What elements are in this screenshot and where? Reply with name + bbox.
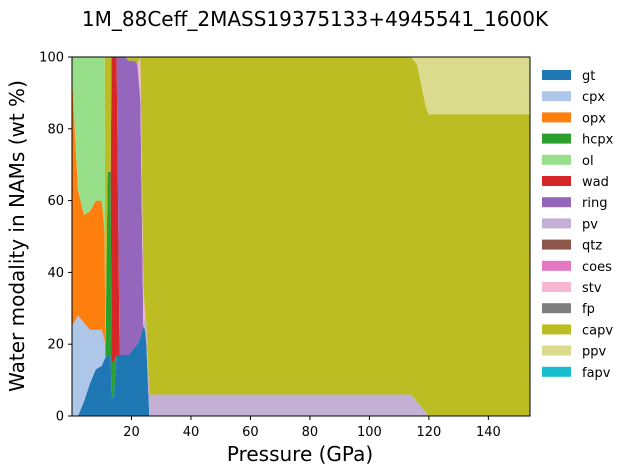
legend-label: ring [582,196,607,211]
area-ring [72,57,530,416]
legend-label: gt [582,69,595,84]
x-tick-label: 100 [357,425,382,440]
legend-swatch [542,176,571,186]
x-tick-label: 40 [183,425,200,440]
y-tick-label: 0 [56,410,64,425]
legend-entry-ol: ol [542,154,594,169]
legend-entry-ring: ring [542,196,607,211]
legend-swatch [542,324,571,335]
x-tick-label: 120 [416,425,441,440]
area-layers [72,57,530,416]
legend: gt cpx opx hcpx ol wad ring pv qtz coes stv fp capv p… [542,69,614,381]
x-tick-label: 20 [123,425,140,440]
x-tick-label: 60 [242,425,259,440]
legend-entry-wad: wad [542,175,609,190]
legend-entry-ppv: ppv [542,345,607,360]
legend-swatch [542,282,571,292]
legend-label: ol [582,154,594,169]
x-axis-ticks: 20 40 60 80 100 120 140 [123,416,501,440]
area-gt [72,326,530,416]
legend-entry-pv: pv [542,217,598,232]
legend-entry-opx: opx [542,111,606,126]
legend-swatch [542,239,571,250]
legend-label: pv [582,217,598,232]
legend-swatch [542,154,571,165]
legend-label: ppv [582,345,607,360]
legend-entry-coes: coes [542,260,612,275]
legend-label: hcpx [582,133,614,148]
legend-label: qtz [582,239,602,254]
legend-label: opx [582,111,606,126]
y-tick-label: 20 [47,338,64,353]
legend-entry-fapv: fapv [542,366,611,381]
legend-label: capv [582,323,613,338]
y-tick-label: 40 [47,266,64,281]
y-tick-label: 80 [47,122,64,137]
legend-label: fp [582,302,595,317]
legend-label: wad [582,175,609,190]
y-tick-label: 100 [39,51,64,66]
legend-swatch [542,197,571,208]
legend-entry-gt: gt [542,69,595,84]
legend-swatch [542,345,571,356]
x-axis-title: Pressure (GPa) [227,442,373,466]
legend-label: coes [582,260,612,275]
legend-entry-cpx: cpx [542,90,605,105]
legend-swatch [542,218,571,229]
legend-swatch [542,133,571,144]
area-ppv [72,57,530,115]
legend-entry-stv: stv [542,281,602,296]
legend-entry-qtz: qtz [542,239,602,254]
legend-swatch [542,112,571,123]
legend-label: fapv [582,366,611,381]
legend-label: cpx [582,90,605,105]
legend-swatch [542,91,571,102]
legend-entry-hcpx: hcpx [542,133,614,148]
area-capv [72,57,530,416]
chart-title: 1M_88Ceff_2MASS19375133+4945541_1600K [82,7,549,31]
legend-swatch [542,366,571,377]
plot-frame [71,56,531,417]
x-tick-label: 80 [302,425,319,440]
x-tick-label: 140 [476,425,501,440]
legend-entry-capv: capv [542,323,613,338]
legend-swatch [542,70,571,80]
legend-entry-fp: fp [542,302,595,317]
y-tick-label: 60 [47,194,64,209]
legend-label: stv [582,281,602,296]
legend-swatch [542,260,571,271]
legend-swatch [542,303,571,314]
y-axis-ticks: 0 20 40 60 80 100 [39,51,72,425]
y-axis-title: Water modality in NAMs (wt %) [5,80,29,392]
